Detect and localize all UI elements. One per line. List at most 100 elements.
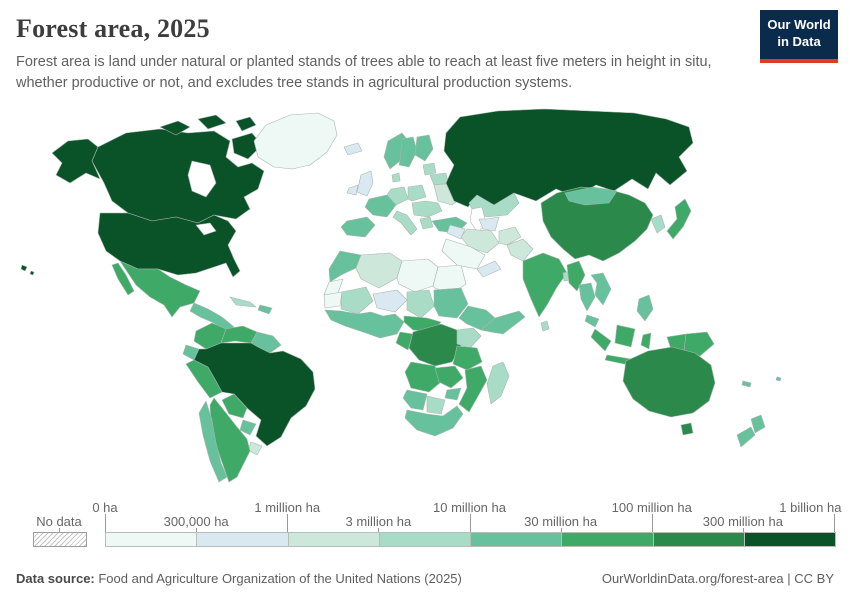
legend-tick-line [378,528,380,532]
country-myanmar[interactable] [566,260,586,292]
country-mozambique[interactable] [458,365,488,413]
no-data-label: No data [36,514,82,529]
country-indonesia[interactable] [590,324,687,366]
country-kenya-uganda[interactable] [456,327,482,349]
country-iberia[interactable] [340,216,376,238]
country-papua-new-guinea[interactable] [683,331,715,357]
country-greece[interactable] [419,216,434,230]
country-chad[interactable] [406,289,435,319]
legend-bin-5[interactable] [561,533,653,546]
legend-bin-0[interactable] [106,533,197,546]
country-central-asia[interactable] [478,216,500,232]
legend-tick-line [651,514,653,532]
country-somalia[interactable] [480,310,526,335]
country-mauritania[interactable] [323,291,343,309]
logo-text: Our World [767,17,831,32]
country-canada[interactable] [91,128,265,224]
country-chile[interactable] [198,400,228,483]
legend-tick-label: 3 million ha [345,514,412,529]
country-japan[interactable] [666,198,692,240]
country-madagascar[interactable] [486,361,510,405]
country-alaska[interactable] [51,138,101,184]
legend-tick-line [469,514,471,532]
country-west-africa[interactable] [324,309,405,339]
country-hispaniola[interactable] [257,304,273,315]
country-afghanistan[interactable] [498,226,522,246]
legend-bin-4[interactable] [470,533,562,546]
country-denmark[interactable] [391,172,401,183]
country-hawaii[interactable] [20,264,35,276]
legend-bin-2[interactable] [287,533,379,546]
country-pakistan[interactable] [506,238,534,262]
country-brazil[interactable] [193,342,316,447]
country-belarus[interactable] [429,172,449,186]
country-sweden[interactable] [398,136,418,168]
country-russia[interactable] [443,108,694,208]
country-canada-islands[interactable] [159,114,263,160]
country-italy[interactable] [392,210,418,236]
country-ireland[interactable] [346,184,359,196]
no-data-swatch[interactable] [33,532,87,547]
country-malaysia[interactable] [584,314,600,328]
legend-tick-label: 0 ha [92,500,118,515]
legend-tick-label: 10 million ha [433,500,506,515]
country-niger[interactable] [372,289,408,313]
country-namibia[interactable] [402,389,428,411]
legend-tick-label: 1 million ha [254,500,321,515]
country-fiji[interactable] [775,376,782,382]
country-poland[interactable] [407,184,427,202]
country-australia[interactable] [622,346,716,436]
country-zimbabwe[interactable] [444,387,462,401]
legend-tick-line [742,528,744,532]
owid-footer-link[interactable]: OurWorldinData.org/forest-area | CC BY [601,570,834,586]
country-sri-lanka[interactable] [540,320,550,332]
country-bolivia[interactable] [221,393,248,419]
country-morocco[interactable] [328,250,362,283]
country-dr-congo[interactable] [408,323,462,367]
country-congo-gabon[interactable] [395,331,414,351]
country-mongolia[interactable] [564,186,618,206]
legend-tick-line [196,528,198,532]
country-algeria[interactable] [355,252,403,289]
data-source-label: Data source: [16,570,95,586]
country-united-kingdom[interactable] [356,170,374,197]
country-balkans[interactable] [411,200,443,218]
legend-tick-line [105,514,106,532]
country-india[interactable] [522,252,568,318]
legend-tick-label: 30 million ha [524,514,598,529]
country-new-caledonia[interactable] [741,380,752,388]
country-tanzania[interactable] [452,345,483,371]
country-mali[interactable] [340,286,374,315]
legend-bin-3[interactable] [378,533,470,546]
country-cuba[interactable] [229,296,257,308]
hudson-bay [187,160,217,198]
country-yemen-oman[interactable] [476,260,502,278]
country-angola[interactable] [404,361,442,393]
country-finland[interactable] [414,134,434,162]
country-iceland[interactable] [343,142,363,156]
country-france[interactable] [364,194,397,218]
legend-color-bar [105,532,836,547]
country-paraguay[interactable] [239,419,257,436]
country-iraq-syria[interactable] [446,224,466,240]
legend-bin-1[interactable] [196,533,288,546]
country-philippines[interactable] [636,294,654,322]
country-libya[interactable] [396,258,439,293]
owid-logo[interactable]: Our World in Data [760,10,838,63]
country-new-zealand[interactable] [736,414,766,448]
country-greenland[interactable] [253,112,338,170]
country-korea[interactable] [650,214,666,234]
country-thailand[interactable] [578,282,596,312]
page-title: Forest area, 2025 [16,14,210,43]
subtitle-line: Forest area is land under natural or pla… [16,54,712,70]
country-uruguay[interactable] [247,441,263,456]
country-botswana[interactable] [426,395,446,415]
country-zambia[interactable] [434,365,464,389]
country-south-africa[interactable] [404,405,464,437]
legend-bin-6[interactable] [652,533,744,546]
country-baltics[interactable] [422,162,437,176]
country-sudan[interactable] [433,287,469,319]
country-vietnam-laos[interactable] [590,272,612,306]
country-mexico[interactable] [111,260,201,318]
legend-bin-7[interactable] [743,533,835,546]
